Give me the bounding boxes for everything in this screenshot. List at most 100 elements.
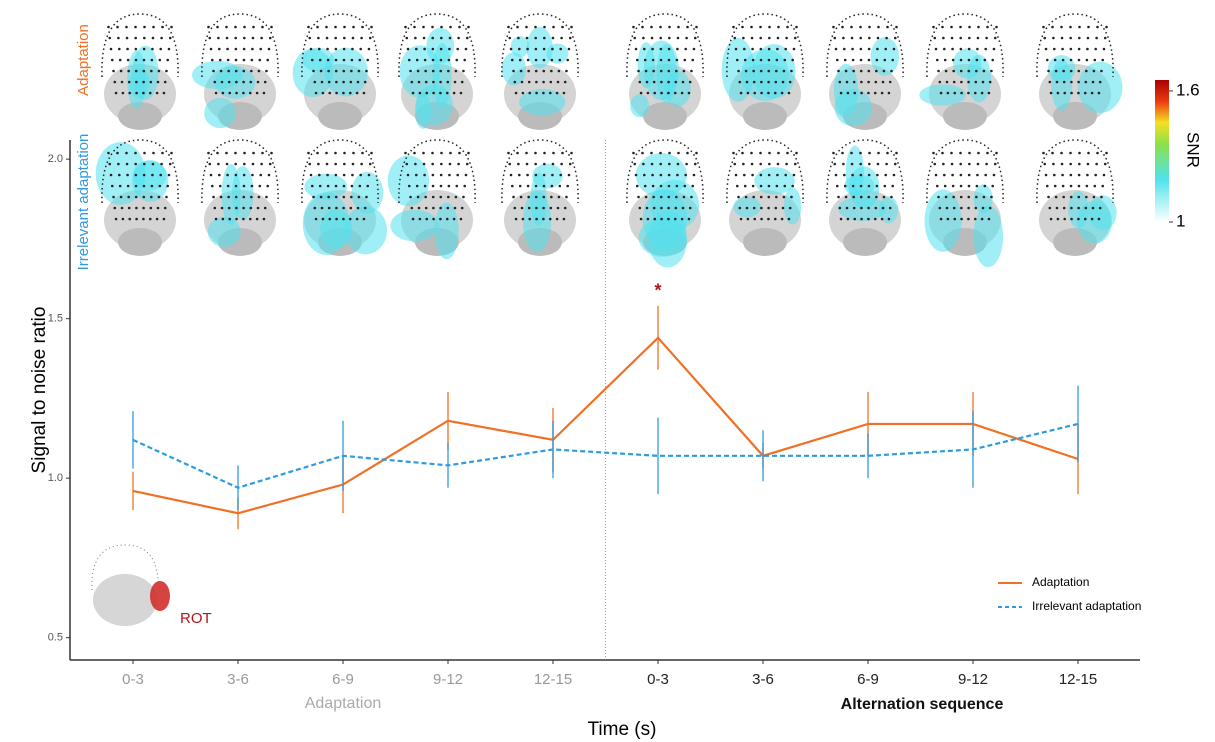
electrode [366, 59, 369, 62]
topo-blob [204, 98, 236, 128]
electrode [449, 152, 452, 155]
electrode [115, 92, 118, 95]
electrode [751, 174, 754, 177]
electrode [226, 48, 229, 51]
electrode [549, 92, 552, 95]
electrode [882, 81, 885, 84]
topo-blob [967, 55, 991, 103]
electrode [151, 48, 154, 51]
electrode [143, 174, 146, 177]
electrode [518, 48, 521, 51]
x-tick-label: 12-15 [534, 671, 572, 688]
electrode [632, 152, 635, 155]
electrode [767, 218, 770, 221]
electrode [151, 174, 154, 177]
electrode [515, 92, 518, 95]
electrode [252, 152, 255, 155]
electrode [760, 48, 763, 51]
electrode [1053, 48, 1056, 51]
electrode [868, 185, 871, 188]
electrode [227, 70, 230, 73]
electrode [432, 174, 435, 177]
electrode [832, 26, 835, 29]
electrode [1069, 163, 1072, 166]
electrode [114, 81, 117, 84]
electrode [1078, 37, 1081, 40]
electrode [1061, 48, 1064, 51]
electrode [258, 196, 261, 199]
electrode [551, 59, 554, 62]
electrode [952, 70, 955, 73]
electrode [651, 48, 654, 51]
electrode [668, 163, 671, 166]
electrode [651, 174, 654, 177]
electrode [1069, 26, 1072, 29]
electrode [222, 92, 225, 95]
electrode [152, 26, 155, 29]
roi [150, 581, 170, 611]
electrode [788, 92, 791, 95]
electrode [250, 196, 253, 199]
electrode [776, 174, 779, 177]
electrode [418, 81, 421, 84]
electrode [1086, 48, 1089, 51]
electrode [257, 207, 260, 210]
electrode [777, 37, 780, 40]
electrode [511, 185, 514, 188]
electrode [746, 81, 749, 84]
electrode [742, 163, 745, 166]
electrode [566, 59, 569, 62]
electrode [1045, 174, 1048, 177]
electrode [319, 59, 322, 62]
electrode [768, 163, 771, 166]
electrode [559, 48, 562, 51]
electrode [893, 48, 896, 51]
electrode [967, 218, 970, 221]
electrode [960, 48, 963, 51]
electrode [535, 218, 538, 221]
electrode [218, 48, 221, 51]
electrode [128, 81, 131, 84]
electrode [549, 218, 552, 221]
electrode [350, 70, 353, 73]
electrode [164, 207, 167, 210]
electrode [558, 196, 561, 199]
electrode [1077, 207, 1080, 210]
electrode [424, 59, 427, 62]
electrode [543, 152, 546, 155]
electrode [659, 152, 662, 155]
electrode [894, 37, 897, 40]
electrode [243, 26, 246, 29]
electrode [1054, 59, 1057, 62]
electrode [967, 81, 970, 84]
electrode [1063, 207, 1066, 210]
electrode [647, 218, 650, 221]
electrode [991, 185, 994, 188]
electrode [134, 37, 137, 40]
electrode [640, 92, 643, 95]
electrode [214, 207, 217, 210]
electrode [125, 152, 128, 155]
electrode [883, 196, 886, 199]
electrode [683, 196, 686, 199]
head [502, 140, 578, 256]
electrode [1046, 185, 1049, 188]
electrode [411, 81, 414, 84]
electrode [542, 218, 545, 221]
electrode [119, 59, 122, 62]
electrode [960, 70, 963, 73]
electrode [119, 185, 122, 188]
electrode [414, 163, 417, 166]
electrode [860, 196, 863, 199]
colorbar-label: SNR [1184, 132, 1203, 168]
electrode [512, 70, 515, 73]
electrode [732, 26, 735, 29]
electrode [968, 59, 971, 62]
electrode [693, 48, 696, 51]
electrode [326, 163, 329, 166]
electrode [752, 185, 755, 188]
electrode [110, 48, 113, 51]
electrode [404, 152, 407, 155]
electrode [760, 185, 763, 188]
electrode [128, 92, 131, 95]
